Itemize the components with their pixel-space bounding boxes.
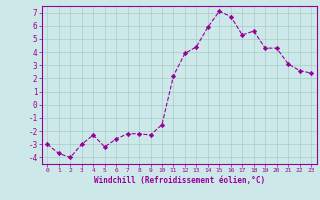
X-axis label: Windchill (Refroidissement éolien,°C): Windchill (Refroidissement éolien,°C): [94, 176, 265, 185]
